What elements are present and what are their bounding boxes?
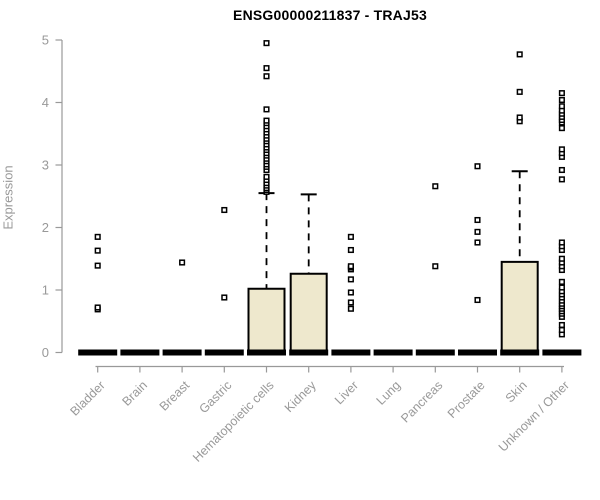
outlier-point	[558, 255, 565, 262]
category-label: Skin	[503, 378, 530, 405]
outlier-point	[558, 90, 565, 97]
outlier-point	[263, 106, 270, 113]
outlier-point	[558, 146, 565, 153]
outlier-point	[474, 239, 481, 246]
outlier-point	[558, 278, 565, 285]
outlier-point	[94, 262, 101, 269]
outlier-point	[347, 263, 354, 270]
outlier-point	[474, 163, 481, 170]
outlier-point	[94, 304, 101, 311]
outlier-point	[558, 176, 565, 183]
outlier-point	[263, 40, 270, 47]
outlier-point	[263, 65, 270, 72]
outlier-point	[516, 114, 523, 121]
outlier-point	[516, 88, 523, 95]
outlier-point	[432, 183, 439, 190]
outlier-point	[474, 296, 481, 304]
outlier-point	[179, 259, 186, 266]
outlier-point	[347, 246, 354, 254]
outlier-point	[347, 289, 354, 296]
outlier-point	[432, 263, 439, 270]
category-label: Bladder	[67, 378, 107, 418]
chart-title: ENSG00000211837 - TRAJ53	[233, 7, 427, 23]
outlier-point	[474, 216, 481, 224]
category-label: Hematopoietic cells	[190, 378, 277, 465]
category-label: Kidney	[282, 378, 319, 415]
outlier-point	[558, 166, 565, 174]
outlier-point	[516, 51, 523, 58]
outlier-point	[347, 299, 354, 306]
outlier-point	[94, 233, 101, 240]
outlier-point	[558, 321, 565, 329]
outlier-point	[221, 206, 228, 214]
outlier-point	[221, 294, 228, 301]
outlier-point	[558, 239, 565, 246]
outlier-point	[94, 247, 101, 254]
box	[500, 260, 539, 354]
outlier-point	[558, 284, 565, 291]
outlier-point	[558, 125, 565, 132]
category-label: Lung	[374, 378, 404, 408]
category-label: Prostate	[445, 378, 488, 421]
outlier-point	[558, 103, 565, 110]
outlier-point	[474, 228, 481, 235]
y-tick-label: 5	[42, 33, 49, 48]
outlier-point	[347, 233, 354, 240]
box	[289, 272, 328, 354]
y-tick-label: 0	[42, 345, 49, 360]
outlier-point	[558, 326, 565, 334]
y-tick-label: 4	[42, 95, 49, 110]
y-tick-label: 1	[42, 283, 49, 298]
category-label: Pancreas	[398, 378, 445, 425]
category-label: Gastric	[197, 378, 235, 416]
category-label: Liver	[332, 378, 361, 407]
box	[247, 287, 286, 354]
category-label: Breast	[157, 378, 193, 414]
outlier-point	[263, 73, 270, 80]
outlier-point	[347, 305, 354, 312]
outlier-point	[263, 117, 270, 124]
outlier-point	[347, 276, 354, 283]
y-tick-label: 3	[42, 158, 49, 173]
y-tick-label: 2	[42, 220, 49, 235]
outlier-point	[263, 173, 270, 180]
outlier-point	[558, 96, 565, 104]
category-label: Brain	[119, 378, 150, 409]
